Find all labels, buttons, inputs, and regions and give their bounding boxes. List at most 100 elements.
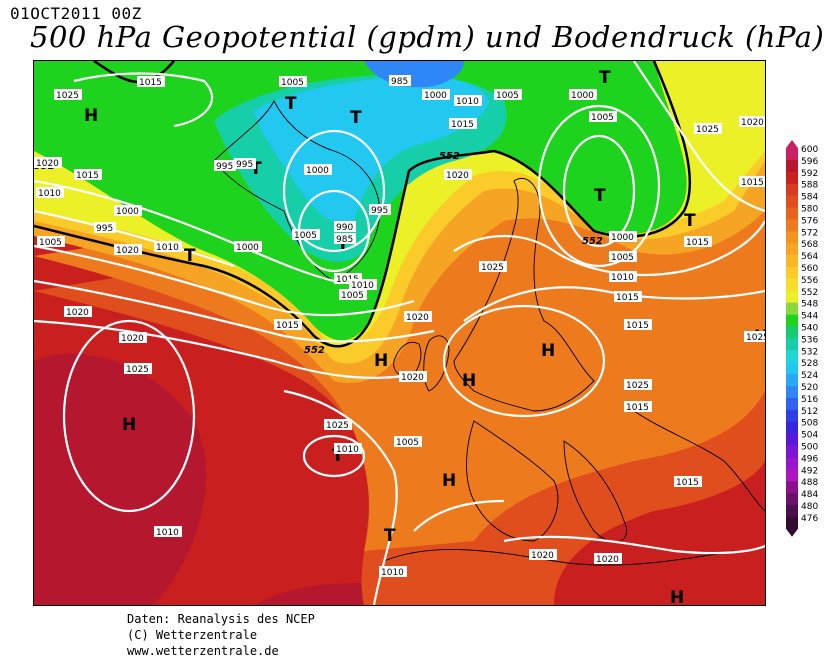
isobar-label: 985: [391, 77, 408, 87]
legend-swatch: [786, 195, 798, 208]
legend-swatch: [786, 267, 798, 280]
isobar-label: 1005: [496, 91, 519, 101]
legend-swatch: [786, 397, 798, 411]
isobar-label: 1000: [571, 91, 594, 101]
isobar-label-bg: [64, 306, 92, 317]
legend-tick-label: 584: [801, 193, 818, 203]
high-marker: H: [122, 415, 136, 435]
isobar-label: 1015: [676, 478, 699, 488]
isobar-label-bg: [292, 229, 320, 240]
isobar-label: 1020: [401, 373, 424, 383]
legend-swatch: [786, 505, 798, 518]
isobar-label: 1020: [121, 334, 144, 344]
isobar-label: 1020: [531, 551, 554, 561]
isobar-label: 1005: [341, 291, 364, 301]
legend-tick-label: 592: [801, 169, 818, 179]
legend-arrow-bottom: [786, 528, 798, 537]
isobar-label: 1010: [456, 97, 479, 107]
isobar-label-bg: [94, 222, 116, 233]
legend-swatch: [786, 386, 798, 399]
low-marker: T: [384, 526, 396, 546]
contour-552: [34, 61, 692, 348]
weather-map: 552 552 552 552 H H H H H H H H T T T T …: [33, 60, 766, 606]
legend-tick-label: 556: [801, 276, 818, 286]
isobar-label: 1015: [451, 120, 474, 130]
isobar-label-bg: [609, 271, 637, 282]
legend-swatch: [786, 183, 798, 196]
isobar-label-bg: [609, 251, 637, 262]
isobar-label-bg: [379, 566, 407, 577]
isobar-label-bg: [684, 236, 712, 247]
isobar-label: 1010: [156, 528, 179, 538]
isobars: [34, 61, 765, 605]
isobar-label: 1020: [36, 159, 59, 169]
credit-website[interactable]: www.wetterzentrale.de: [127, 644, 279, 658]
isobar-label: 995: [371, 206, 388, 216]
isobar-label-bg: [74, 169, 102, 180]
legend-swatch: [786, 255, 798, 268]
low-marker: T: [285, 94, 297, 114]
legend-tick-label: 580: [801, 205, 818, 215]
isobar-label: 1015: [336, 275, 359, 285]
legend-tick-label: 552: [801, 288, 818, 298]
isobar-label: 1015: [626, 403, 649, 413]
high-marker: H: [442, 471, 456, 491]
legend-tick-label: 568: [801, 240, 818, 250]
isobar-label: 1020: [741, 118, 764, 128]
contour-552-label: 552: [439, 151, 460, 162]
isobar-label: 1015: [741, 178, 764, 188]
isobar-label: 1025: [626, 381, 649, 391]
isobar-label-bg: [739, 116, 765, 127]
legend-tick-label: 536: [801, 335, 818, 345]
isobar-label: 1000: [236, 243, 259, 253]
legend-swatch: [786, 326, 798, 339]
credit-data: Daten: Reanalysis des NCEP: [127, 612, 315, 626]
legend-swatch: [786, 445, 798, 458]
isobar-label-bg: [154, 241, 182, 252]
isobar-label-bg: [304, 164, 332, 175]
map-date: 01OCT2011 00Z: [10, 4, 142, 23]
isobar-label-bg: [744, 331, 765, 342]
isobar-label-bg: [609, 231, 637, 242]
isobar-label-bg: [114, 205, 142, 216]
legend-swatch: [786, 338, 798, 351]
isobar-label-bg: [444, 169, 472, 180]
legend-swatch: [786, 219, 798, 232]
isobar-label-bg: [339, 289, 367, 300]
isobar-label: 995: [96, 224, 113, 234]
isobar-label: 1010: [38, 189, 61, 199]
isobar-label: 1005: [281, 78, 304, 88]
isobar-label-bg: [36, 187, 64, 198]
isobar-label: 1010: [156, 243, 179, 253]
high-marker: H: [374, 351, 388, 371]
isobar-label-bg: [479, 261, 507, 272]
legend-tick-label: 516: [801, 395, 818, 405]
isobar-label: 1025: [481, 263, 504, 273]
legend-swatch: [786, 433, 798, 446]
legend-swatch: [786, 374, 798, 387]
isobar-label-bg: [37, 236, 65, 247]
legend-swatch: [786, 409, 798, 422]
legend-tick-label: 540: [801, 324, 818, 334]
legend-tick-label: 596: [801, 157, 818, 167]
legend-tick-label: 492: [801, 466, 818, 476]
isobar-label-bg: [529, 549, 557, 560]
isobar-label: 995: [236, 160, 253, 170]
legend-arrow-top: [786, 140, 798, 148]
legend-tick-label: 476: [801, 514, 818, 524]
legend-swatch: [786, 350, 798, 363]
legend-tick-label: 504: [801, 431, 818, 441]
legend-tick-label: 508: [801, 419, 818, 429]
isobar-label: 1015: [276, 321, 299, 331]
zone-cyan-east: [583, 162, 640, 217]
isobar-label-bg: [54, 89, 82, 100]
isobar-label: 1015: [616, 293, 639, 303]
isobar-label: 985: [336, 235, 353, 245]
isobar-label: 1005: [396, 438, 419, 448]
isobar-label: 1015: [686, 238, 709, 248]
isobar-label-bg: [137, 76, 165, 87]
low-marker: T: [350, 108, 362, 128]
high-marker: H: [670, 588, 684, 606]
legend-tick-label: 500: [801, 443, 818, 453]
